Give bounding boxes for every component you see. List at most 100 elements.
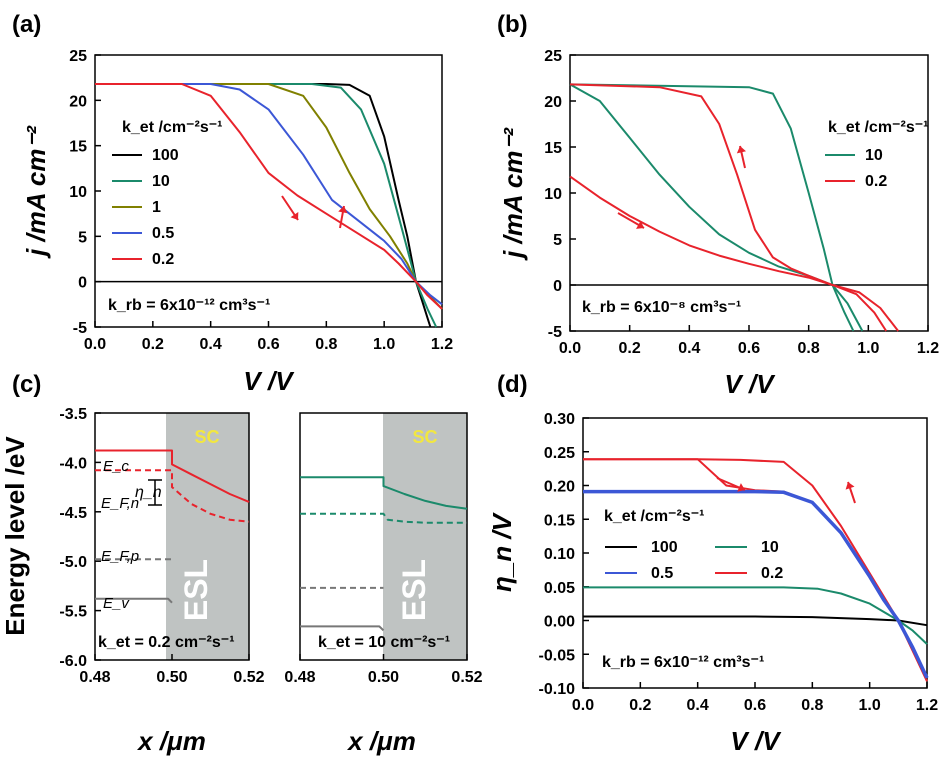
x-tick-label: 1.2: [431, 336, 453, 353]
panel-c-left-annotation: k_et = 0.2 cm⁻²s⁻¹: [98, 634, 235, 651]
x-tick-label: 0.2: [629, 697, 651, 714]
x-tick-label: 1.0: [857, 340, 879, 357]
panel-a: 0.0 0.2 0.4 0.6 0.8 1.0 1.2 -5 0 5 10 15 20 25 V /V j…: [21, 48, 453, 396]
panel-c-ec-label: E_c: [103, 458, 129, 475]
legend-label: 0.2: [761, 565, 783, 582]
series-line: [569, 83, 888, 332]
y-tick-label: 10: [544, 186, 562, 203]
panel-c-ylabel: Energy level /eV: [0, 436, 30, 636]
series-line: [95, 83, 443, 306]
panel-d-ylabel: η_n /V: [487, 511, 517, 592]
series-line: [95, 83, 438, 328]
y-tick-label: 0.30: [544, 411, 575, 428]
direction-arrowhead: [736, 146, 747, 154]
series-line: [569, 175, 899, 332]
y-tick-label: 25: [69, 48, 87, 65]
x-tick-label: 0.0: [559, 340, 581, 357]
x-tick-label: 0.6: [738, 340, 760, 357]
direction-arrowhead: [737, 483, 745, 492]
y-tick-label: 0.10: [544, 546, 575, 563]
y-tick-label: 0.25: [544, 445, 575, 462]
y-tick-label: 25: [544, 48, 562, 65]
x-tick-label: 0.48: [79, 669, 110, 686]
series-line: [95, 83, 443, 310]
series-line: [95, 83, 432, 328]
panel-c-right-esl-label: ESL: [396, 559, 432, 621]
direction-arrowhead: [845, 482, 855, 490]
panel-c-right-sc-label: SC: [412, 427, 437, 447]
x-tick-label: 0.8: [315, 336, 337, 353]
y-tick-label: 5: [553, 232, 562, 249]
legend-label: 10: [761, 539, 779, 556]
panel-c-right-xlabel: x /μm: [346, 726, 416, 756]
panel-a-frame: [94, 54, 443, 328]
y-tick-label: -4.5: [59, 505, 87, 522]
y-tick-label: 0: [78, 275, 87, 292]
x-tick-label: 0.8: [798, 340, 820, 357]
x-tick-label: 0.4: [687, 697, 709, 714]
panel-c-left-sc-label: SC: [194, 427, 219, 447]
y-tick-label: 15: [69, 139, 87, 156]
x-tick-label: 1.2: [916, 697, 938, 714]
y-tick-label: 15: [544, 140, 562, 157]
y-tick-label: -3.5: [59, 406, 87, 423]
panel-c-efn-label: E_F,n: [101, 495, 139, 512]
series-line: [583, 489, 929, 679]
series-line: [95, 449, 250, 503]
panel-c-left-esl-region: [166, 413, 249, 660]
legend-label: 100: [152, 147, 179, 164]
x-tick-label: 0.50: [368, 669, 399, 686]
x-tick-label: 1.0: [373, 336, 395, 353]
direction-arrowhead: [338, 206, 348, 214]
x-tick-label: 1.2: [917, 340, 939, 357]
panel-a-annotation: k_rb = 6x10⁻¹² cm³s⁻¹: [108, 297, 270, 314]
panel-c-right-esl-region: [383, 413, 467, 660]
y-tick-label: -6.0: [59, 653, 87, 670]
panel-d-xlabel: V /V: [730, 726, 782, 756]
legend-label: 0.5: [651, 565, 673, 582]
x-tick-label: 0.0: [84, 336, 106, 353]
direction-arrowhead: [290, 212, 299, 220]
x-tick-label: 0.50: [156, 669, 187, 686]
y-tick-label: 0.00: [544, 614, 575, 631]
panel-c-right: 0.48 0.50 0.52 SC ESL k_et = 10 cm⁻²s⁻¹: [284, 412, 483, 686]
panel-d: 0.0 0.2 0.4 0.6 0.8 1.0 1.2 -0.10 -0.05 0.00 0.05 0…: [487, 411, 938, 756]
panel-a-legend-title: k_et /cm⁻²s⁻¹: [122, 119, 222, 136]
panel-b-frame: [569, 54, 929, 332]
legend-label: 1: [152, 199, 161, 216]
series-line: [95, 469, 250, 523]
x-tick-label: 0.0: [572, 697, 594, 714]
x-tick-label: 0.4: [678, 340, 700, 357]
y-tick-label: 0.20: [544, 479, 575, 496]
panel-a-label: (a): [12, 11, 41, 38]
panel-c-left: 0.48 0.50 0.52-3.5-4.0-4.5-5.0-5.5-6.0 SC …: [59, 406, 264, 686]
panel-c: 0.48 0.50 0.52-3.5-4.0-4.5-5.0-5.5-6.0 SC …: [0, 406, 483, 756]
legend-label: 100: [651, 539, 678, 556]
y-tick-label: 10: [69, 184, 87, 201]
y-tick-label: -5.0: [59, 554, 87, 571]
y-tick-label: 0: [553, 278, 562, 295]
y-tick-label: -5: [548, 324, 562, 341]
panel-c-right-annotation: k_et = 10 cm⁻²s⁻¹: [318, 634, 450, 651]
panel-b-label: (b): [497, 11, 528, 38]
y-tick-label: 20: [544, 94, 562, 111]
panel-a-ylabel: j /mA cm⁻²: [21, 125, 51, 259]
y-tick-label: -5: [73, 320, 87, 337]
y-tick-label: 0.05: [544, 580, 575, 597]
panel-b-legend-title: k_et /cm⁻²s⁻¹: [828, 119, 928, 136]
x-tick-label: 0.2: [619, 340, 641, 357]
series-line: [300, 476, 468, 510]
panel-d-legend-title: k_et /cm⁻²s⁻¹: [604, 508, 704, 525]
legend-label: 0.5: [152, 225, 174, 242]
y-tick-label: 5: [78, 229, 87, 246]
series-line: [569, 83, 864, 332]
x-tick-label: 0.6: [257, 336, 279, 353]
direction-arrowhead: [636, 220, 644, 229]
panel-c-ev-label: E_v: [103, 595, 130, 612]
x-tick-label: 0.48: [284, 669, 315, 686]
panel-c-efp-label: E_F,p: [101, 548, 139, 565]
series-line: [95, 83, 443, 310]
panel-d-annotation: k_rb = 6x10⁻¹² cm³s⁻¹: [602, 654, 764, 671]
panel-c-eta-label: η_n: [135, 484, 162, 501]
